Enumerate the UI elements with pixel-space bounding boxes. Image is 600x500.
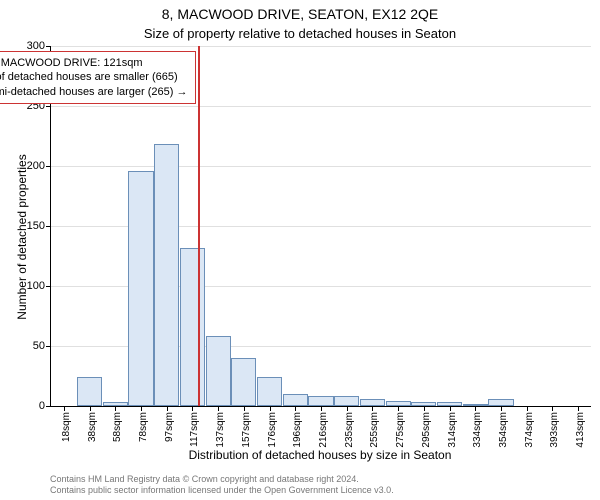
bar [180, 248, 205, 406]
ytick-mark [46, 286, 51, 287]
xtick-mark [552, 406, 553, 411]
xtick-label: 374sqm [524, 412, 535, 448]
xtick-label: 78sqm [138, 412, 149, 442]
xtick-mark [90, 406, 91, 411]
footer-line-1: Contains HM Land Registry data © Crown c… [50, 474, 394, 485]
annotation-line-2: ← 71% of detached houses are smaller (66… [0, 70, 187, 84]
xtick-mark [244, 406, 245, 411]
plot-area: 05010015020025030018sqm38sqm58sqm78sqm97… [50, 46, 591, 407]
xtick-mark [141, 406, 142, 411]
bar [77, 377, 102, 406]
bar [308, 396, 333, 406]
xtick-label: 157sqm [241, 412, 252, 448]
xtick-label: 235sqm [344, 412, 355, 448]
ytick-mark [46, 166, 51, 167]
ytick-mark [46, 406, 51, 407]
xtick-mark [295, 406, 296, 411]
bar [128, 171, 153, 406]
bar [488, 399, 513, 406]
y-axis-label: Number of detached properties [15, 107, 29, 367]
xtick-label: 97sqm [164, 412, 175, 442]
xtick-label: 216sqm [318, 412, 329, 448]
xtick-label: 275sqm [395, 412, 406, 448]
xtick-mark [192, 406, 193, 411]
xtick-mark [270, 406, 271, 411]
xtick-label: 334sqm [472, 412, 483, 448]
ytick-mark [46, 106, 51, 107]
xtick-mark [115, 406, 116, 411]
footer-line-2: Contains public sector information licen… [50, 485, 394, 496]
xtick-label: 137sqm [215, 412, 226, 448]
gridline [51, 166, 591, 167]
xtick-label: 354sqm [498, 412, 509, 448]
xtick-mark [450, 406, 451, 411]
ytick-label: 200 [27, 160, 45, 172]
bar [257, 377, 282, 406]
bar [231, 358, 256, 406]
gridline [51, 106, 591, 107]
xtick-label: 117sqm [189, 412, 200, 447]
bar [283, 394, 308, 406]
xtick-mark [398, 406, 399, 411]
footer-attribution: Contains HM Land Registry data © Crown c… [50, 474, 394, 496]
xtick-label: 196sqm [292, 412, 303, 448]
xtick-label: 58sqm [112, 412, 123, 442]
ytick-mark [46, 226, 51, 227]
xtick-mark [527, 406, 528, 411]
xtick-label: 18sqm [61, 412, 72, 442]
xtick-mark [501, 406, 502, 411]
xtick-mark [424, 406, 425, 411]
annotation-line-1: 8 MACWOOD DRIVE: 121sqm [0, 56, 187, 70]
xtick-label: 255sqm [369, 412, 380, 448]
x-axis-label: Distribution of detached houses by size … [50, 448, 590, 462]
xtick-mark [321, 406, 322, 411]
chart-title: 8, MACWOOD DRIVE, SEATON, EX12 2QE [0, 6, 600, 22]
xtick-mark [475, 406, 476, 411]
ytick-label: 150 [27, 220, 45, 232]
xtick-mark [218, 406, 219, 411]
xtick-label: 38sqm [87, 412, 98, 442]
ytick-label: 50 [33, 340, 45, 352]
xtick-mark [64, 406, 65, 411]
ytick-label: 0 [39, 400, 45, 412]
xtick-label: 413sqm [575, 412, 586, 448]
page-root: 8, MACWOOD DRIVE, SEATON, EX12 2QE Size … [0, 0, 600, 500]
bar [154, 144, 179, 406]
gridline [51, 46, 591, 47]
annotation-box: 8 MACWOOD DRIVE: 121sqm← 71% of detached… [0, 51, 196, 104]
xtick-mark [578, 406, 579, 411]
annotation-line-3: 28% of semi-detached houses are larger (… [0, 85, 187, 99]
xtick-label: 314sqm [447, 412, 458, 448]
xtick-mark [347, 406, 348, 411]
bar [360, 399, 385, 406]
xtick-label: 176sqm [267, 412, 278, 448]
ytick-mark [46, 346, 51, 347]
bar [206, 336, 231, 406]
xtick-label: 393sqm [549, 412, 560, 448]
ytick-mark [46, 46, 51, 47]
subject-marker-line [198, 46, 200, 406]
xtick-mark [372, 406, 373, 411]
chart-subtitle: Size of property relative to detached ho… [0, 26, 600, 41]
xtick-mark [167, 406, 168, 411]
ytick-label: 100 [27, 280, 45, 292]
xtick-label: 295sqm [421, 412, 432, 448]
bar [334, 396, 359, 406]
